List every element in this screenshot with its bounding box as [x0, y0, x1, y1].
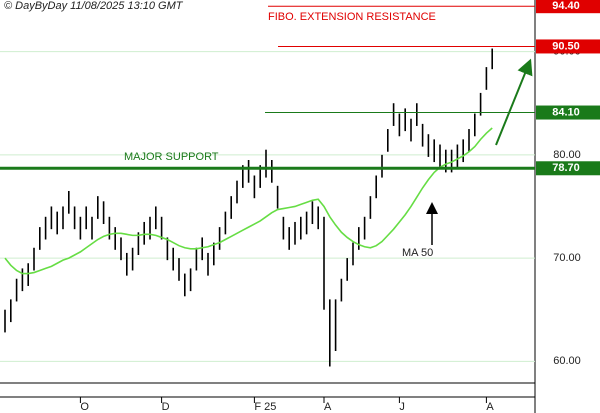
- level-label: 94.40: [552, 0, 580, 12]
- level-annotation: MAJOR SUPPORT: [124, 151, 219, 163]
- y-tick-label: 70.00: [553, 252, 581, 264]
- level-box: [536, 39, 600, 54]
- x-tick-label: D: [162, 401, 170, 413]
- level-box: [536, 161, 600, 176]
- x-tick-label: F 25: [254, 401, 276, 413]
- ma-line: [4, 127, 493, 275]
- ma-label: MA 50: [402, 247, 433, 259]
- chart-header: © DayByDay 11/08/2025 13:10 GMT: [4, 0, 184, 12]
- x-tick-label: J: [399, 401, 405, 413]
- level-box: [536, 105, 600, 120]
- y-tick-label: 80.00: [553, 149, 581, 161]
- level-label: 90.50: [552, 40, 580, 52]
- level-box: [536, 0, 600, 14]
- y-tick-label: 60.00: [553, 355, 581, 367]
- x-tick-label: O: [80, 401, 89, 413]
- trend-arrow: [495, 58, 533, 146]
- x-tick-label: A: [324, 401, 332, 413]
- level-label: 78.70: [552, 162, 580, 174]
- level-label: 84.10: [552, 106, 580, 118]
- level-annotation: FIBO. EXTENSION RESISTANCE: [268, 11, 436, 23]
- x-tick-label: A: [486, 401, 494, 413]
